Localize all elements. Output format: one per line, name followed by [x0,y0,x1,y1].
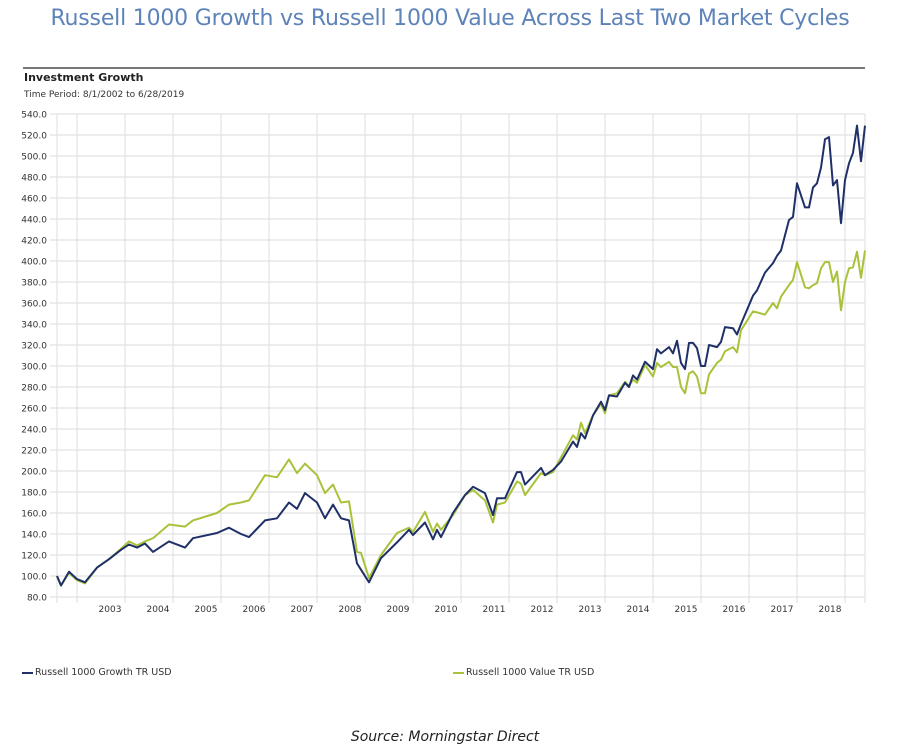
y-tick-label: 480.0 [21,174,47,184]
series-line-russell-1000-value [56,250,866,587]
legend-label-growth: Russell 1000 Growth TR USD [35,667,172,678]
y-tick-label: 400.0 [21,258,47,268]
y-axis: 540.0 520.0 500.0 480.0 460.0 440.0 420.0 400.0… [21,111,47,604]
y-tick-label: 360.0 [21,300,47,310]
y-tick-label: 80.0 [27,594,47,604]
y-tick-label: 200.0 [21,468,47,478]
y-tick-label: 100.0 [21,573,47,583]
y-tick-label: 160.0 [21,510,47,520]
x-tick-label: 2012 [531,605,554,615]
x-tick-label: 2004 [147,605,170,615]
x-tick-label: 2015 [675,605,698,615]
x-tick-label: 2008 [339,605,362,615]
legend-item-growth: Russell 1000 Growth TR USD [22,667,172,678]
y-tick-label: 120.0 [21,552,47,562]
y-tick-label: 260.0 [21,405,47,415]
y-tick-label: 420.0 [21,237,47,247]
x-tick-label: 2016 [723,605,746,615]
legend-swatch-value [453,671,464,674]
series-line-russell-1000-growth [56,124,866,587]
x-tick-label: 2007 [291,605,314,615]
x-tick-label: 2010 [435,605,458,615]
source-note: Source: Morningstar Direct [350,729,540,745]
y-tick-label: 300.0 [21,363,47,373]
x-tick-label: 2013 [579,605,602,615]
x-tick-label: 2006 [243,605,266,615]
x-axis: 2003 2004 2005 2006 2007 2008 2009 2010 2011 2012… [99,605,842,615]
chart-title: Investment Growth [24,71,144,84]
page-title: Russell 1000 Growth vs Russell 1000 Valu… [50,6,850,31]
legend-label-value: Russell 1000 Value TR USD [466,667,595,678]
y-tick-label: 320.0 [21,342,47,352]
legend-item-value: Russell 1000 Value TR USD [453,667,594,678]
y-tick-label: 140.0 [21,531,47,541]
y-tick-label: 240.0 [21,426,47,436]
x-tick-label: 2009 [387,605,410,615]
y-tick-label: 220.0 [21,447,47,457]
x-tick-label: 2005 [195,605,218,615]
y-tick-label: 520.0 [21,132,47,142]
y-tick-label: 340.0 [21,321,47,331]
y-tick-label: 500.0 [21,153,47,163]
x-tick-label: 2018 [819,605,842,615]
legend-swatch-growth [22,671,33,674]
header-divider [23,67,865,69]
x-tick-label: 2017 [771,605,794,615]
series-lines [56,124,866,587]
y-tick-label: 180.0 [21,489,47,499]
y-tick-label: 540.0 [21,111,47,121]
x-tick-label: 2011 [483,605,506,615]
y-tick-label: 280.0 [21,384,47,394]
y-tick-label: 380.0 [21,279,47,289]
y-tick-label: 460.0 [21,195,47,205]
time-period: Time Period: 8/1/2002 to 6/28/2019 [24,90,185,100]
gridlines [50,113,866,603]
x-tick-label: 2014 [627,605,650,615]
y-tick-label: 440.0 [21,216,47,226]
x-tick-label: 2003 [99,605,122,615]
